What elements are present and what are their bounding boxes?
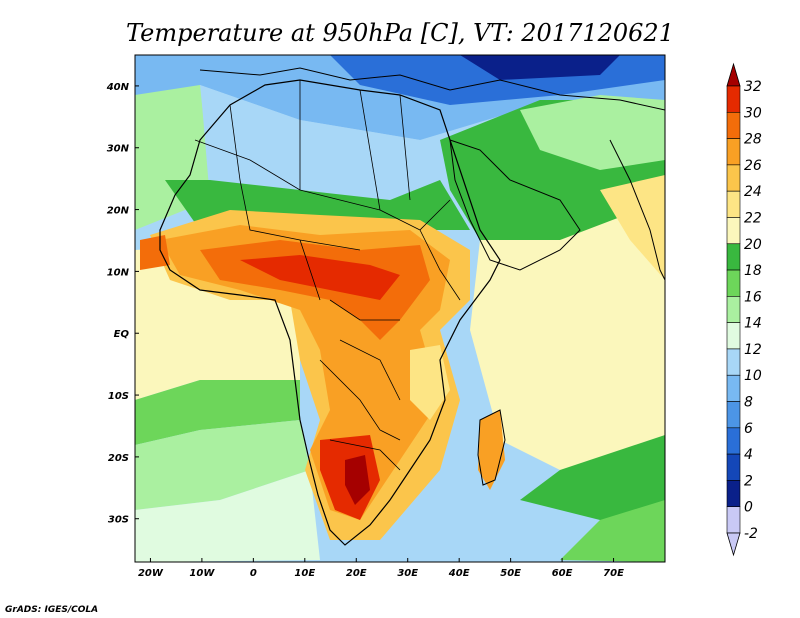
colorbar-label: 16 [744,289,762,305]
colorbar-top-arrow [727,64,740,86]
colorbar-label: 10 [744,368,762,384]
lon-tick-label: 10E [294,568,315,579]
colorbar-label: 24 [744,184,762,200]
colorbar-bottom-arrow [727,533,740,555]
colorbar-label: 14 [744,316,762,332]
lon-tick-label: 30E [397,568,418,579]
lat-tick-label: 20N [107,206,130,217]
senegal-hot-band [140,235,170,270]
latitude-axis: 40N 30N 20N 10N EQ 10S 20S 30S [106,82,139,526]
colorbar-box [727,217,740,243]
colorbar-label: 28 [744,132,762,148]
lat-tick-label: 10S [108,391,129,402]
colorbar-label: 12 [744,342,762,358]
colorbar-box [727,507,740,533]
colorbar-label: 4 [744,447,753,463]
colorbar-label: 22 [744,210,762,226]
colorbar-box [727,86,740,112]
map-plot-area [135,55,665,562]
lon-tick-label: 20W [138,568,164,579]
lon-tick-label: 20E [346,568,367,579]
colorbar-box [727,480,740,506]
lon-tick-label: 60E [552,568,573,579]
colorbar-label: 2 [744,473,753,489]
colorbar-box [727,402,740,428]
map-title: Temperature at 950hPa [C], VT: 201712062… [126,19,674,47]
colorbar-label: 18 [744,263,762,279]
colorbar-box [727,270,740,296]
colorbar-label: 32 [744,79,762,95]
colorbar-box [727,375,740,401]
colorbar-label: 8 [744,395,753,411]
colorbar-box [727,349,740,375]
colorbar-box [727,428,740,454]
colorbar-label: -2 [744,526,758,542]
lon-tick-label: 10W [189,568,215,579]
colorbar-box [727,323,740,349]
lat-tick-label: EQ [114,329,130,340]
lon-tick-label: 50E [500,568,521,579]
lat-tick-label: 10N [107,267,130,278]
colorbar-label: 6 [744,421,753,437]
colorbar-label: 20 [744,237,762,253]
lat-tick-label: 20S [108,453,129,464]
colorbar-box [727,244,740,270]
lon-tick-label: 0 [250,568,257,579]
colorbar-box [727,454,740,480]
lat-tick-label: 40N [106,82,130,93]
lat-tick-label: 30S [108,515,129,526]
colorbar-label: 26 [744,158,762,174]
colorbar-box [727,191,740,217]
lat-tick-label: 30N [107,144,130,155]
colorbar-label: 0 [744,500,753,516]
lon-tick-label: 40E [448,568,470,579]
lon-tick-label: 70E [603,568,624,579]
colorbar-box [727,296,740,322]
colorbar-box [727,112,740,138]
grads-credit: GrADS: IGES/COLA [5,605,98,615]
colorbar-label: 30 [744,105,762,121]
colorbar-box [727,139,740,165]
colorbar-box [727,165,740,191]
